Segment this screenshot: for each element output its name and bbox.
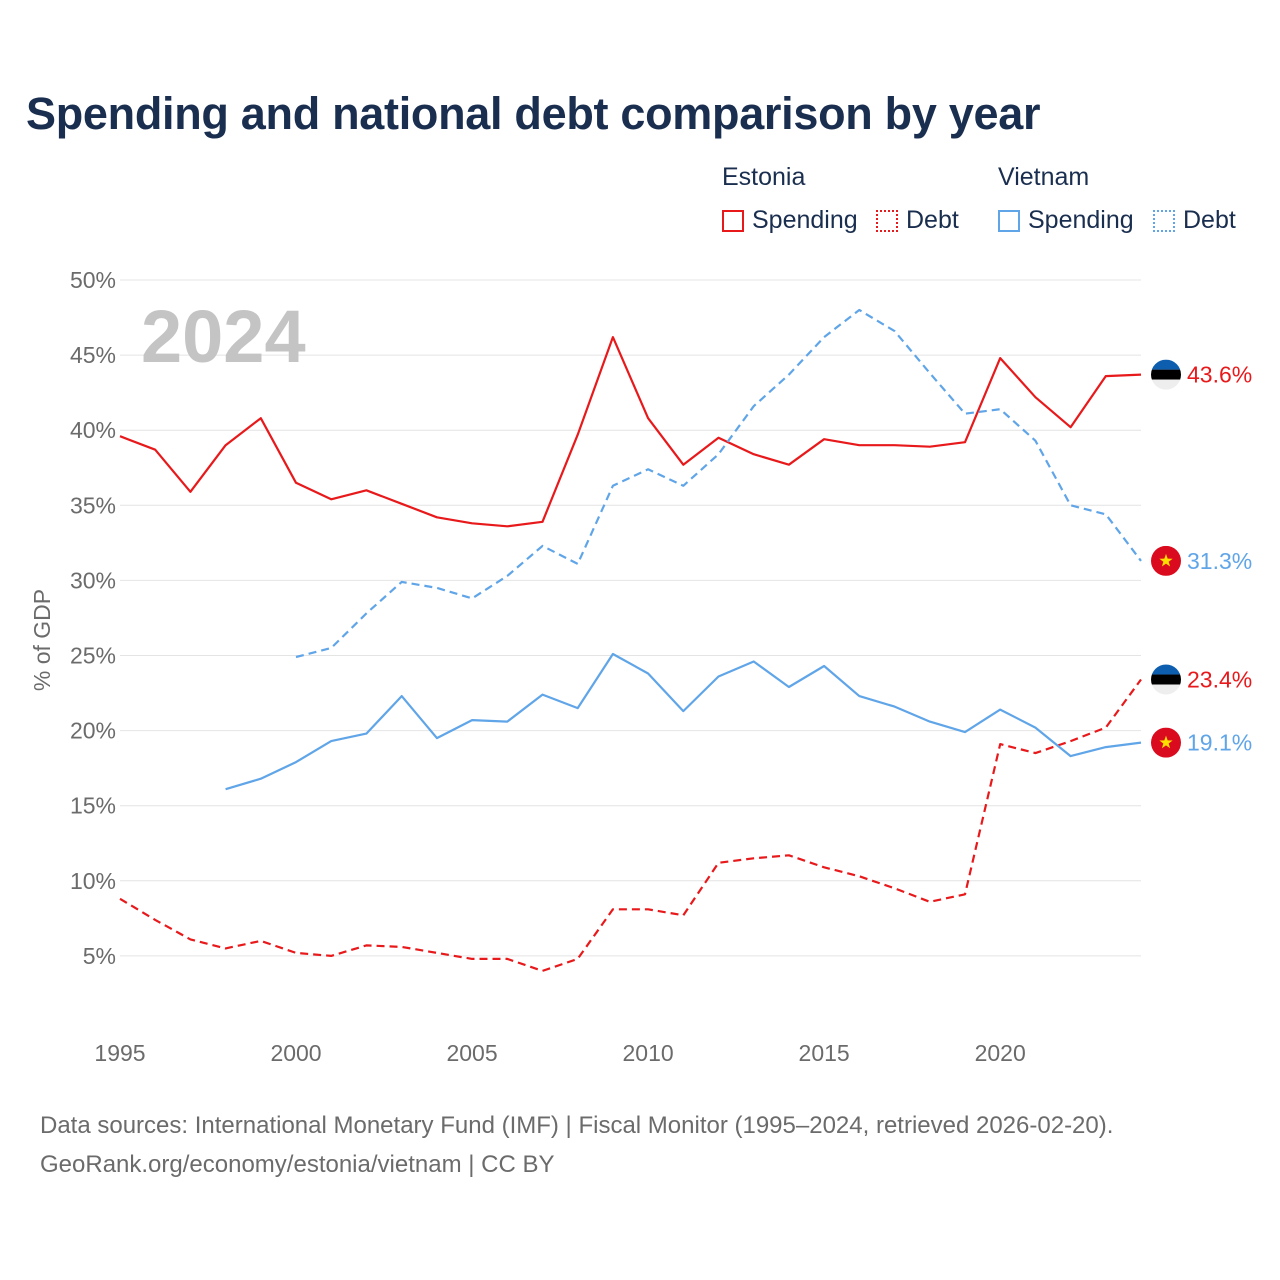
legend-item-vietnam-debt[interactable]: Debt [1153,206,1236,235]
legend-label: Debt [1183,206,1236,234]
vietnam-flag-icon [1151,727,1181,758]
end-value-label: 43.6% [1187,362,1252,388]
y-tick-label: 50% [70,267,116,293]
y-tick-label: 25% [70,643,116,669]
legend-group-estonia: Estonia [722,163,806,191]
estonia-flag-icon [1151,359,1181,390]
legend-swatch-dotted-red [876,209,898,232]
y-tick-label: 45% [70,342,116,368]
legend-label: Debt [906,206,959,234]
end-value-label: 31.3% [1187,548,1252,574]
series-line-estonia-spending [119,336,1142,528]
y-tick-label: 5% [83,943,116,969]
end-value-label: 23.4% [1187,667,1252,693]
x-tick-label: 2010 [623,1040,674,1066]
y-tick-label: 40% [70,417,116,443]
end-value-label: 19.1% [1187,730,1252,756]
legend-swatch-solid-red [722,209,744,232]
year-label: 2024 [141,295,306,378]
x-tick-label: 2000 [270,1040,321,1066]
source-line-1: Data sources: International Monetary Fun… [40,1112,1114,1139]
y-axis-label: % of GDP [29,589,55,691]
y-tick-label: 20% [70,718,116,744]
legend-item-estonia-spending[interactable]: Spending [722,206,858,235]
estonia-flag-icon [1151,664,1181,695]
legend-swatch-solid-blue [998,209,1020,232]
legend-label: Spending [752,206,858,234]
legend-group-vietnam: Vietnam [998,163,1090,191]
x-tick-label: 2015 [799,1040,850,1066]
y-tick-label: 10% [70,868,116,894]
legend-swatch-dotted-blue [1153,209,1175,232]
series-line-estonia-debt [119,678,1142,973]
series-line-vietnam-spending [225,652,1142,791]
x-tick-label: 2005 [446,1040,497,1066]
x-tick-label: 1995 [94,1040,145,1066]
vietnam-flag-icon [1151,545,1181,576]
legend-item-vietnam-spending[interactable]: Spending [998,206,1134,235]
y-tick-label: 15% [70,793,116,819]
source-note: Data sources: International Monetary Fun… [40,1106,1113,1184]
x-tick-label: 2020 [975,1040,1026,1066]
legend-item-estonia-debt[interactable]: Debt [876,206,959,235]
page-title: Spending and national debt comparison by… [26,88,1041,139]
source-line-2[interactable]: GeoRank.org/economy/estonia/vietnam | CC… [40,1151,555,1178]
y-tick-label: 30% [70,567,116,593]
legend-label: Spending [1028,206,1134,234]
series-line-vietnam-debt [295,308,1142,659]
y-tick-label: 35% [70,492,116,518]
